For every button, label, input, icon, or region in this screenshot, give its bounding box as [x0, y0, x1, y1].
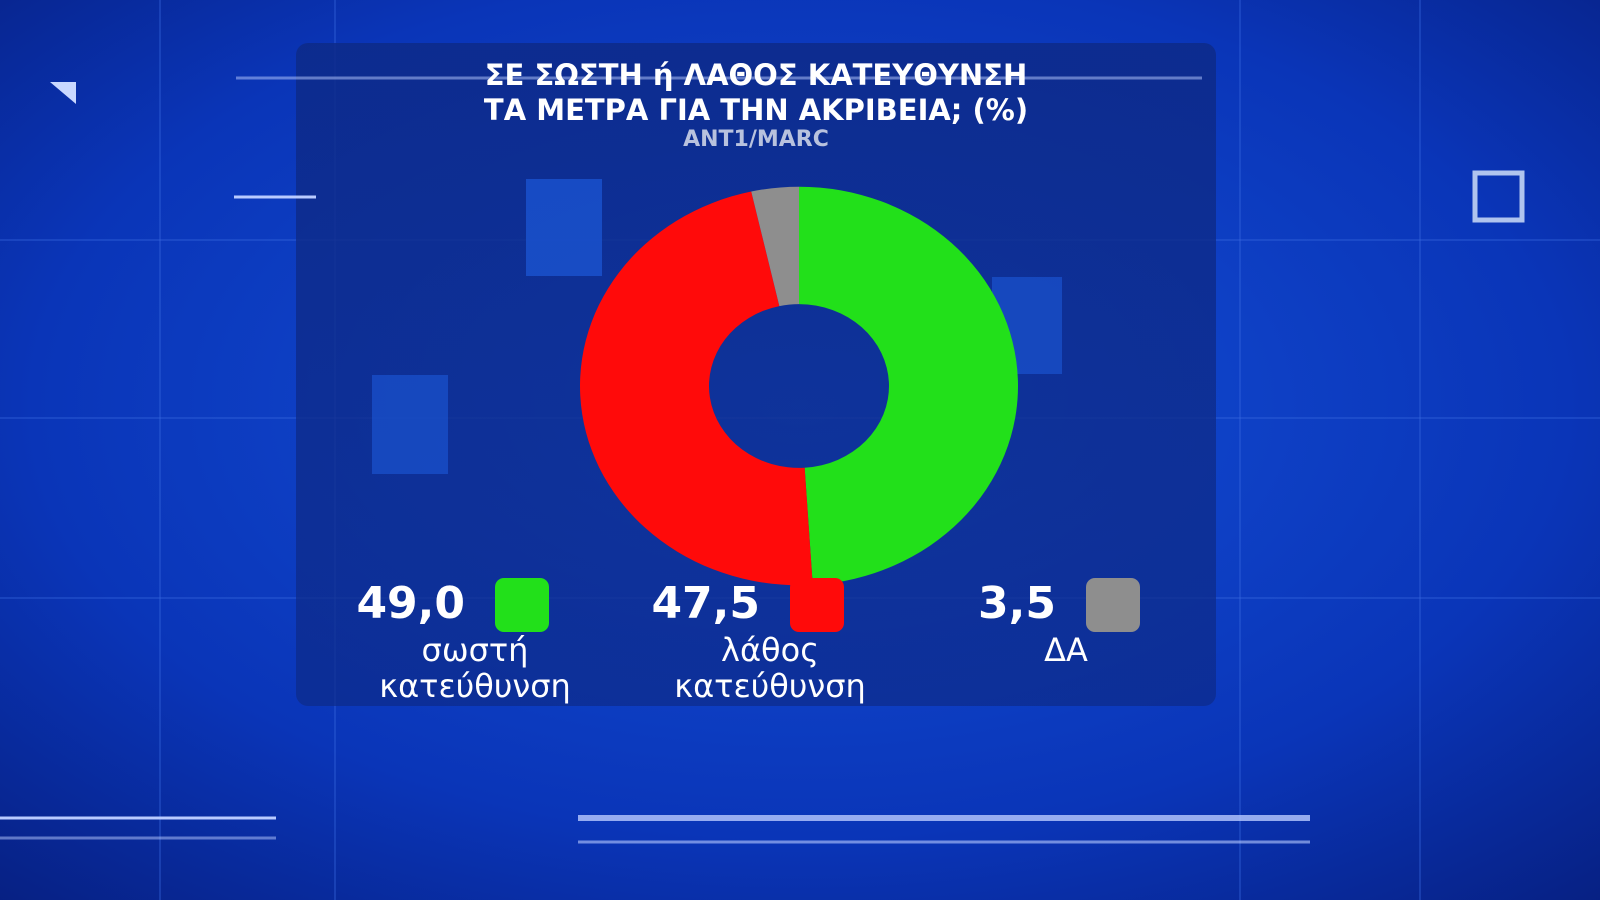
decor-frame [1472, 170, 1525, 223]
title-line: ΣΕ ΣΩΣΤΗ ή ΛΑΘΟΣ ΚΑΤΕΥΘΥΝΣΗ [484, 58, 1028, 92]
donut-slice [751, 186, 799, 307]
chart-title: ΣΕ ΣΩΣΤΗ ή ΛΑΘΟΣ ΚΑΤΕΥΘΥΝΣΗ ΤΑ ΜΕΤΡΑ ΓΙΑ… [296, 58, 1216, 128]
decor-square [372, 375, 448, 474]
donut-slice [580, 191, 813, 586]
decor-corner [50, 82, 76, 104]
value-label: 47,5 [651, 578, 760, 629]
legend-label: σωστή κατεύθυνση [379, 631, 571, 705]
donut-slice [799, 186, 1018, 585]
legend-label: λάθος κατεύθυνση [674, 631, 866, 705]
title-line: ΤΑ ΜΕΤΡΑ ΓΙΑ ΤΗΝ ΑΚΡΙΒΕΙΑ; (%) [483, 93, 1029, 127]
chart-subtitle: ANT1/MARC [683, 127, 829, 152]
legend-swatch [495, 578, 549, 632]
donut [580, 186, 1018, 586]
value-label: 3,5 [978, 578, 1056, 629]
decor-lines [0, 76, 1310, 844]
legend-swatch [1086, 578, 1140, 632]
decor-square [526, 179, 602, 276]
legend-label: ΔΑ [1044, 631, 1088, 669]
value-label: 49,0 [356, 578, 465, 629]
legend-swatch [790, 578, 844, 632]
